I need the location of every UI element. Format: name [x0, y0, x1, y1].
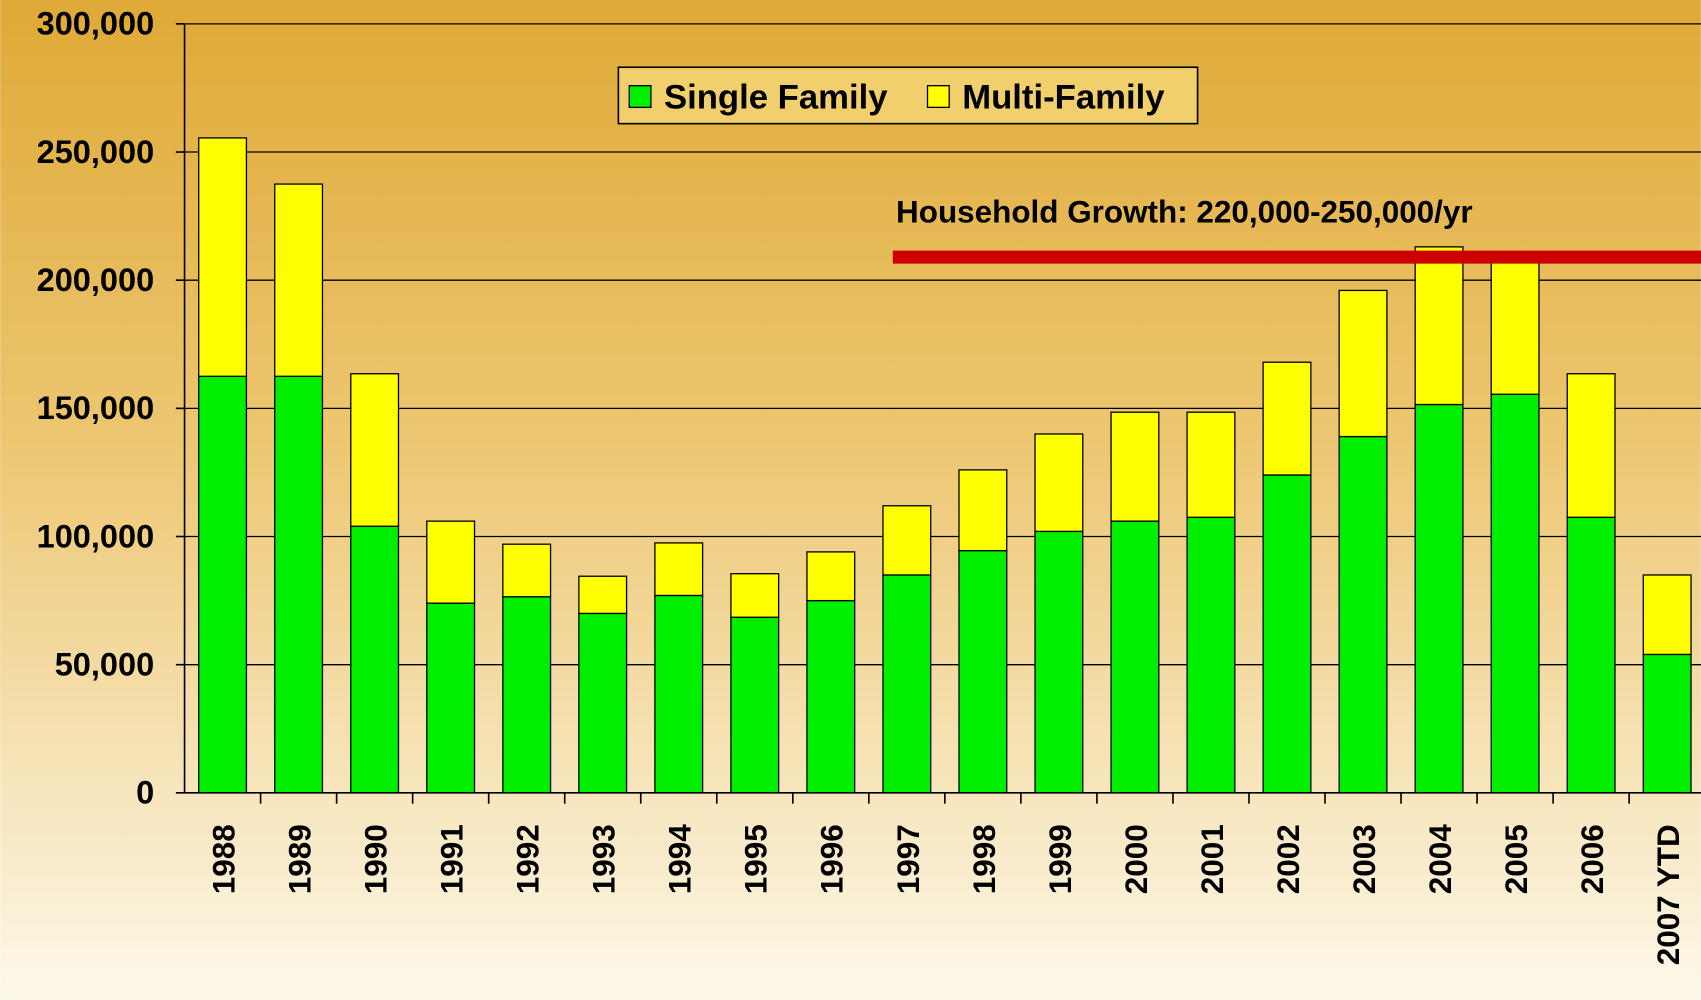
- bar-segment: [579, 576, 627, 613]
- bar-segment: [1491, 260, 1539, 395]
- bar-segment: [1187, 412, 1235, 517]
- bar-segment: [655, 543, 703, 596]
- bar-segment: [1263, 475, 1311, 793]
- bar-segment: [1567, 374, 1615, 518]
- x-tick-label: 1999: [1043, 824, 1078, 894]
- legend-label: Single Family: [664, 78, 888, 116]
- bar-segment: [1111, 412, 1159, 521]
- bar-segment: [275, 184, 323, 376]
- bar-segment: [1643, 654, 1691, 792]
- x-tick-label: 1996: [815, 824, 850, 894]
- y-tick-label: 200,000: [37, 262, 155, 298]
- y-tick-label: 150,000: [37, 390, 155, 426]
- bar-segment: [1263, 362, 1311, 475]
- bar-segment: [883, 506, 931, 575]
- bar-segment: [1187, 517, 1235, 793]
- reference-line: [893, 251, 1701, 264]
- legend: Single Family Multi-Family: [618, 67, 1197, 123]
- bar-segment: [807, 601, 855, 793]
- x-tick-label: 1989: [283, 824, 318, 894]
- bar-segment: [503, 544, 551, 597]
- bar-segment: [1567, 517, 1615, 793]
- x-tick-label: 1991: [435, 824, 470, 894]
- x-tick-label: 1994: [663, 824, 698, 894]
- x-tick-label: 1992: [511, 824, 546, 894]
- bar-segment: [1491, 394, 1539, 793]
- legend-swatch: [629, 86, 651, 108]
- bar-segment: [351, 526, 399, 793]
- bar-segment: [959, 470, 1007, 551]
- bar-segment: [199, 138, 247, 376]
- reference-line-label: Household Growth: 220,000-250,000/yr: [896, 194, 1473, 229]
- x-tick-label: 2000: [1119, 824, 1154, 894]
- bar-segment: [1415, 405, 1463, 793]
- x-tick-label: 1997: [891, 824, 926, 894]
- y-tick-label: 50,000: [55, 647, 154, 683]
- bar-segment: [731, 574, 779, 618]
- bar-segment: [275, 376, 323, 793]
- bar-segment: [1111, 521, 1159, 793]
- x-tick-label: 2002: [1271, 824, 1306, 894]
- bar-segment: [579, 613, 627, 792]
- legend-label: Multi-Family: [962, 78, 1165, 116]
- x-tick-label: 1990: [359, 824, 394, 894]
- x-tick-label: 1995: [739, 824, 774, 894]
- bar-segment: [1415, 247, 1463, 405]
- x-tick-label: 2003: [1347, 824, 1382, 894]
- chart: 0 50,000 100,000 150,000 200,000 250,000 300,0…: [0, 0, 1701, 1000]
- bar-segment: [351, 374, 399, 527]
- bar-segment: [731, 617, 779, 793]
- x-tick-label: 1998: [967, 824, 1002, 894]
- x-tick-label: 2007 YTD: [1651, 824, 1686, 965]
- bar-segment: [883, 575, 931, 793]
- y-tick-label: 0: [136, 775, 154, 811]
- bar-segment: [1035, 531, 1083, 792]
- bar-segment: [959, 551, 1007, 793]
- legend-swatch: [928, 86, 950, 108]
- bar-segment: [655, 595, 703, 792]
- x-tick-label: 2004: [1423, 824, 1458, 894]
- y-tick-label: 250,000: [37, 134, 155, 170]
- bar-segment: [807, 552, 855, 601]
- bar-segment: [1035, 434, 1083, 531]
- bar-segment: [503, 597, 551, 793]
- bar-segment: [1643, 575, 1691, 654]
- x-tick-label: 2005: [1499, 824, 1534, 894]
- x-tick-label: 1988: [207, 824, 242, 894]
- y-tick-label: 100,000: [37, 518, 155, 554]
- bar-segment: [1339, 290, 1387, 436]
- x-tick-label: 2001: [1195, 824, 1230, 894]
- bar-segment: [199, 376, 247, 793]
- x-tick-label: 2006: [1575, 824, 1610, 894]
- bar-segment: [1339, 437, 1387, 793]
- bar-segment: [427, 521, 475, 603]
- bar-segment: [427, 603, 475, 793]
- y-tick-label: 300,000: [37, 6, 155, 42]
- x-tick-label: 1993: [587, 824, 622, 894]
